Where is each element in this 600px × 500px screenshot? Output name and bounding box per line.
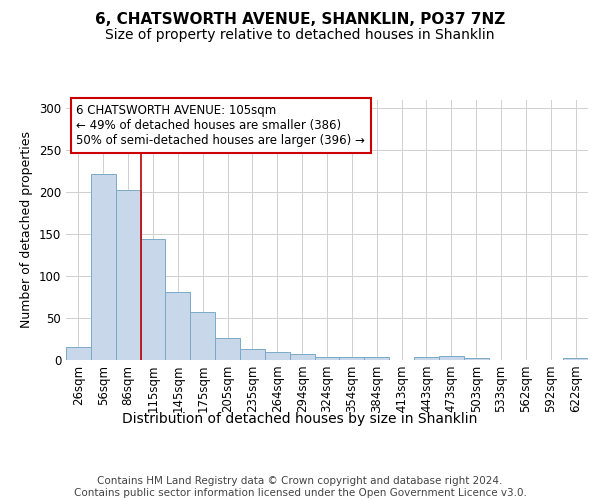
Text: 6, CHATSWORTH AVENUE, SHANKLIN, PO37 7NZ: 6, CHATSWORTH AVENUE, SHANKLIN, PO37 7NZ xyxy=(95,12,505,28)
Bar xyxy=(215,338,240,360)
Bar xyxy=(265,352,290,360)
Bar xyxy=(290,354,314,360)
Bar xyxy=(166,292,190,360)
Bar xyxy=(190,312,215,360)
Bar xyxy=(439,356,464,360)
Text: Contains HM Land Registry data © Crown copyright and database right 2024.
Contai: Contains HM Land Registry data © Crown c… xyxy=(74,476,526,498)
Bar xyxy=(140,239,166,360)
Bar xyxy=(340,356,364,360)
Bar xyxy=(364,358,389,360)
Bar xyxy=(240,349,265,360)
Bar xyxy=(464,358,488,360)
Bar xyxy=(91,174,116,360)
Bar xyxy=(116,190,140,360)
Bar xyxy=(563,358,588,360)
Bar xyxy=(314,356,340,360)
Text: Distribution of detached houses by size in Shanklin: Distribution of detached houses by size … xyxy=(122,412,478,426)
Y-axis label: Number of detached properties: Number of detached properties xyxy=(20,132,34,328)
Bar xyxy=(66,348,91,360)
Bar xyxy=(414,356,439,360)
Text: Size of property relative to detached houses in Shanklin: Size of property relative to detached ho… xyxy=(105,28,495,42)
Text: 6 CHATSWORTH AVENUE: 105sqm
← 49% of detached houses are smaller (386)
50% of se: 6 CHATSWORTH AVENUE: 105sqm ← 49% of det… xyxy=(76,104,365,147)
